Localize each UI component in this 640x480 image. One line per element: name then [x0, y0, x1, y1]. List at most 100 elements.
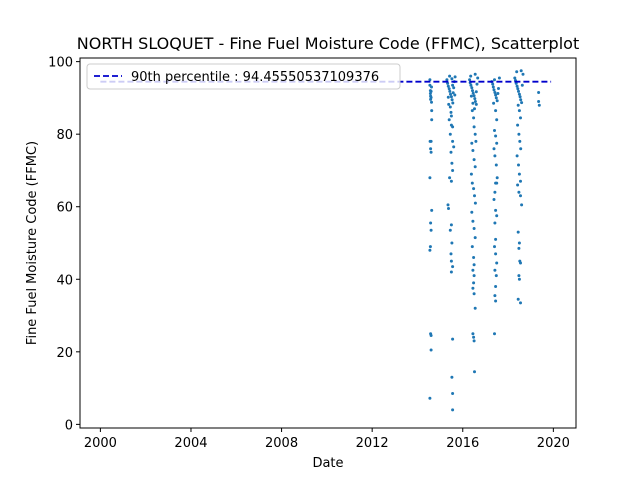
data-point: [520, 101, 524, 105]
data-point: [495, 261, 499, 265]
data-point: [519, 194, 522, 198]
data-point: [494, 285, 498, 288]
data-point: [447, 207, 450, 210]
data-point: [473, 306, 477, 310]
data-point: [451, 139, 455, 143]
data-point: [492, 198, 496, 201]
data-point: [519, 301, 522, 305]
data-point: [494, 299, 498, 303]
data-point: [474, 102, 478, 106]
data-point: [473, 194, 476, 198]
data-point: [449, 270, 453, 274]
legend-box: [86, 63, 401, 90]
data-point: [428, 78, 432, 82]
data-point: [446, 84, 450, 88]
data-point: [516, 123, 520, 127]
data-point: [471, 286, 475, 290]
data-point: [473, 132, 477, 136]
data-point: [472, 292, 476, 296]
data-point: [517, 241, 521, 245]
data-point: [493, 245, 496, 249]
data-point: [494, 237, 498, 241]
data-point: [517, 190, 521, 194]
data-point: [449, 110, 453, 114]
data-point: [474, 90, 478, 94]
y-tick-label: 80: [56, 128, 73, 143]
data-point: [429, 150, 433, 154]
data-point: [451, 101, 455, 105]
data-point: [517, 277, 521, 281]
data-point: [429, 334, 433, 337]
data-point: [447, 87, 451, 91]
data-point: [472, 274, 476, 278]
data-point: [449, 179, 453, 183]
data-point: [495, 176, 499, 180]
data-point: [450, 241, 454, 245]
data-point: [428, 248, 432, 252]
data-point: [451, 392, 455, 395]
data-point: [471, 89, 474, 93]
data-point: [492, 147, 496, 151]
data-point: [472, 125, 476, 129]
data-point: [430, 208, 434, 212]
data-point: [473, 236, 477, 240]
data-point: [470, 245, 474, 249]
data-point: [518, 139, 522, 143]
data-point: [428, 396, 432, 400]
data-point: [453, 75, 457, 79]
data-point: [472, 263, 476, 267]
data-point: [521, 72, 525, 76]
y-axis-title: Fine Fuel Moisture Code (FFMC): [25, 141, 40, 345]
data-point: [491, 82, 495, 86]
data-point: [497, 87, 500, 90]
data-point: [495, 99, 499, 103]
data-point: [449, 114, 453, 118]
data-point: [452, 86, 456, 90]
data-point: [517, 163, 520, 167]
data-point: [519, 147, 523, 151]
data-point: [449, 259, 453, 263]
data-point: [494, 96, 498, 100]
data-points: [428, 69, 541, 412]
data-point: [429, 139, 433, 143]
data-point: [517, 132, 521, 136]
data-point: [494, 252, 498, 256]
data-point: [470, 181, 474, 185]
data-point: [471, 91, 475, 95]
data-point: [493, 294, 497, 298]
data-point: [448, 89, 452, 93]
data-point: [473, 97, 477, 101]
data-point: [473, 370, 476, 374]
x-tick-label: 2012: [356, 436, 389, 451]
data-point: [515, 154, 519, 158]
data-point: [449, 92, 452, 96]
data-point: [516, 297, 520, 301]
data-point: [495, 141, 499, 145]
y-tick-label: 0: [65, 418, 73, 433]
data-point: [450, 98, 454, 102]
data-point: [495, 118, 499, 122]
data-point: [493, 190, 497, 194]
data-point: [472, 116, 476, 120]
data-point: [517, 274, 521, 278]
legend: 90th percentile : 94.45550537109376: [86, 63, 401, 90]
data-point: [469, 74, 473, 78]
data-point: [430, 109, 434, 113]
data-point: [447, 102, 451, 106]
data-point: [515, 84, 519, 88]
data-point: [537, 91, 541, 94]
data-point: [446, 81, 450, 85]
data-point: [449, 123, 453, 127]
data-point: [494, 109, 498, 113]
data-point: [429, 348, 433, 352]
data-point: [471, 219, 475, 223]
data-point: [519, 98, 523, 102]
data-point: [473, 201, 477, 205]
y-tick-label: 100: [48, 56, 73, 71]
y-tick-label: 40: [56, 273, 73, 288]
data-point: [516, 230, 520, 234]
data-point: [429, 147, 433, 151]
data-point: [476, 76, 480, 80]
data-point: [450, 161, 454, 165]
data-point: [448, 105, 452, 109]
